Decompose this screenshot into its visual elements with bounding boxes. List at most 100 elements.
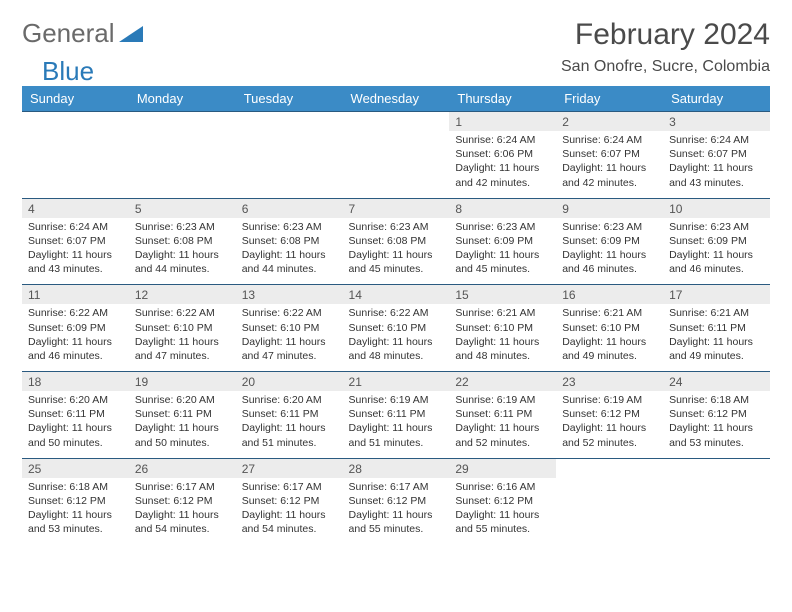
day-data-cell xyxy=(129,131,236,198)
day-data-cell xyxy=(236,131,343,198)
sunset-text: Sunset: 6:07 PM xyxy=(669,147,764,161)
day-number-cell: 26 xyxy=(129,458,236,478)
sunrise-text: Sunrise: 6:24 AM xyxy=(28,220,123,234)
sunrise-text: Sunrise: 6:19 AM xyxy=(349,393,444,407)
day-number-cell: 8 xyxy=(449,198,556,218)
day-data-cell: Sunrise: 6:21 AMSunset: 6:11 PMDaylight:… xyxy=(663,304,770,371)
sunset-text: Sunset: 6:09 PM xyxy=(669,234,764,248)
day-data-cell: Sunrise: 6:21 AMSunset: 6:10 PMDaylight:… xyxy=(556,304,663,371)
col-monday: Monday xyxy=(129,86,236,112)
daylight-text: Daylight: 11 hours and 47 minutes. xyxy=(135,335,230,363)
day-data-cell: Sunrise: 6:23 AMSunset: 6:09 PMDaylight:… xyxy=(449,218,556,285)
col-saturday: Saturday xyxy=(663,86,770,112)
daylight-text: Daylight: 11 hours and 43 minutes. xyxy=(669,161,764,189)
sunset-text: Sunset: 6:12 PM xyxy=(455,494,550,508)
daylight-text: Daylight: 11 hours and 51 minutes. xyxy=(349,421,444,449)
day-number: 10 xyxy=(669,202,682,216)
day-data-cell: Sunrise: 6:20 AMSunset: 6:11 PMDaylight:… xyxy=(129,391,236,458)
day-number-cell: 12 xyxy=(129,285,236,305)
sunrise-text: Sunrise: 6:22 AM xyxy=(242,306,337,320)
daylight-text: Daylight: 11 hours and 42 minutes. xyxy=(455,161,550,189)
daylight-text: Daylight: 11 hours and 48 minutes. xyxy=(455,335,550,363)
sunset-text: Sunset: 6:11 PM xyxy=(28,407,123,421)
day-data-cell: Sunrise: 6:17 AMSunset: 6:12 PMDaylight:… xyxy=(343,478,450,545)
calendar-body: 123Sunrise: 6:24 AMSunset: 6:06 PMDaylig… xyxy=(22,112,770,545)
logo-text-general: General xyxy=(22,18,115,49)
logo: General xyxy=(22,18,147,49)
day-number-cell: 7 xyxy=(343,198,450,218)
daylight-text: Daylight: 11 hours and 46 minutes. xyxy=(562,248,657,276)
day-number: 26 xyxy=(135,462,148,476)
sunset-text: Sunset: 6:08 PM xyxy=(135,234,230,248)
day-number-cell xyxy=(556,458,663,478)
day-number-cell xyxy=(663,458,770,478)
daylight-text: Daylight: 11 hours and 52 minutes. xyxy=(562,421,657,449)
sunset-text: Sunset: 6:12 PM xyxy=(135,494,230,508)
daylight-text: Daylight: 11 hours and 48 minutes. xyxy=(349,335,444,363)
sunset-text: Sunset: 6:12 PM xyxy=(669,407,764,421)
sunrise-text: Sunrise: 6:20 AM xyxy=(242,393,337,407)
col-wednesday: Wednesday xyxy=(343,86,450,112)
logo-triangle-icon xyxy=(119,24,145,44)
day-number: 1 xyxy=(455,115,462,129)
sunset-text: Sunset: 6:11 PM xyxy=(455,407,550,421)
daylight-text: Daylight: 11 hours and 46 minutes. xyxy=(669,248,764,276)
week-data-row: Sunrise: 6:24 AMSunset: 6:07 PM Daylight:… xyxy=(22,218,770,285)
day-number: 6 xyxy=(242,202,249,216)
sunset-text: Sunset: 6:07 PM xyxy=(28,234,123,248)
sunrise-text: Sunrise: 6:18 AM xyxy=(28,480,123,494)
daylight-text: Daylight: 11 hours and 47 minutes. xyxy=(242,335,337,363)
day-number-cell: 21 xyxy=(343,372,450,392)
day-number: 23 xyxy=(562,375,575,389)
day-number-cell: 2 xyxy=(556,112,663,132)
day-data-cell: Sunrise: 6:23 AMSunset: 6:08 PMDaylight:… xyxy=(129,218,236,285)
day-number: 17 xyxy=(669,288,682,302)
month-title: February 2024 xyxy=(561,18,770,52)
daylight-text: Daylight: 11 hours and 45 minutes. xyxy=(455,248,550,276)
sunset-text: Sunset: 6:06 PM xyxy=(455,147,550,161)
sunset-text: Sunset: 6:10 PM xyxy=(455,321,550,335)
day-number-cell: 28 xyxy=(343,458,450,478)
week-daynum-row: 2526272829 xyxy=(22,458,770,478)
day-data-cell: Sunrise: 6:20 AMSunset: 6:11 PMDaylight:… xyxy=(22,391,129,458)
day-number-cell xyxy=(343,112,450,132)
day-number: 4 xyxy=(28,202,35,216)
daylight-text: Daylight: 11 hours and 49 minutes. xyxy=(669,335,764,363)
sunset-text: Sunset: 6:12 PM xyxy=(28,494,123,508)
daylight-text: Daylight: 11 hours and 49 minutes. xyxy=(562,335,657,363)
day-number: 13 xyxy=(242,288,255,302)
day-number-cell: 5 xyxy=(129,198,236,218)
day-number-cell: 18 xyxy=(22,372,129,392)
day-number-cell: 6 xyxy=(236,198,343,218)
day-data-cell: Sunrise: 6:24 AMSunset: 6:07 PMDaylight:… xyxy=(22,218,129,285)
day-number-cell: 15 xyxy=(449,285,556,305)
day-number: 5 xyxy=(135,202,142,216)
day-number: 2 xyxy=(562,115,569,129)
sunrise-text: Sunrise: 6:19 AM xyxy=(562,393,657,407)
day-number-cell: 10 xyxy=(663,198,770,218)
day-number: 22 xyxy=(455,375,468,389)
sunset-text: Sunset: 6:09 PM xyxy=(28,321,123,335)
day-number: 27 xyxy=(242,462,255,476)
day-data-cell: Sunrise: 6:24 AMSunset: 6:07 PMDaylight:… xyxy=(556,131,663,198)
calendar-table: Sunday Monday Tuesday Wednesday Thursday… xyxy=(22,86,770,544)
week-data-row: Sunrise: 6:24 AMSunset: 6:06 PMDaylight:… xyxy=(22,131,770,198)
day-data-cell: Sunrise: 6:19 AMSunset: 6:12 PMDaylight:… xyxy=(556,391,663,458)
day-data-cell: Sunrise: 6:23 AMSunset: 6:09 PMDaylight:… xyxy=(556,218,663,285)
sunset-text: Sunset: 6:11 PM xyxy=(349,407,444,421)
day-data-cell: Sunrise: 6:24 AMSunset: 6:06 PMDaylight:… xyxy=(449,131,556,198)
day-number: 8 xyxy=(455,202,462,216)
week-data-row: Sunrise: 6:22 AM Sunset: 6:09 PM Daylight:… xyxy=(22,304,770,371)
col-thursday: Thursday xyxy=(449,86,556,112)
week-daynum-row: 18192021222324 xyxy=(22,372,770,392)
daylight-text: Daylight: 11 hours and 50 minutes. xyxy=(28,421,123,449)
day-number: 20 xyxy=(242,375,255,389)
sunset-text: Sunset: 6:09 PM xyxy=(455,234,550,248)
day-number-cell xyxy=(22,112,129,132)
day-data-cell xyxy=(663,478,770,545)
page-header: General February 2024 San Onofre, Sucre,… xyxy=(22,18,770,76)
week-data-row: Sunrise: 6:18 AMSunset: 6:12 PMDaylight:… xyxy=(22,478,770,545)
daylight-text: Daylight: 11 hours and 45 minutes. xyxy=(349,248,444,276)
day-number-cell: 29 xyxy=(449,458,556,478)
day-number: 14 xyxy=(349,288,362,302)
